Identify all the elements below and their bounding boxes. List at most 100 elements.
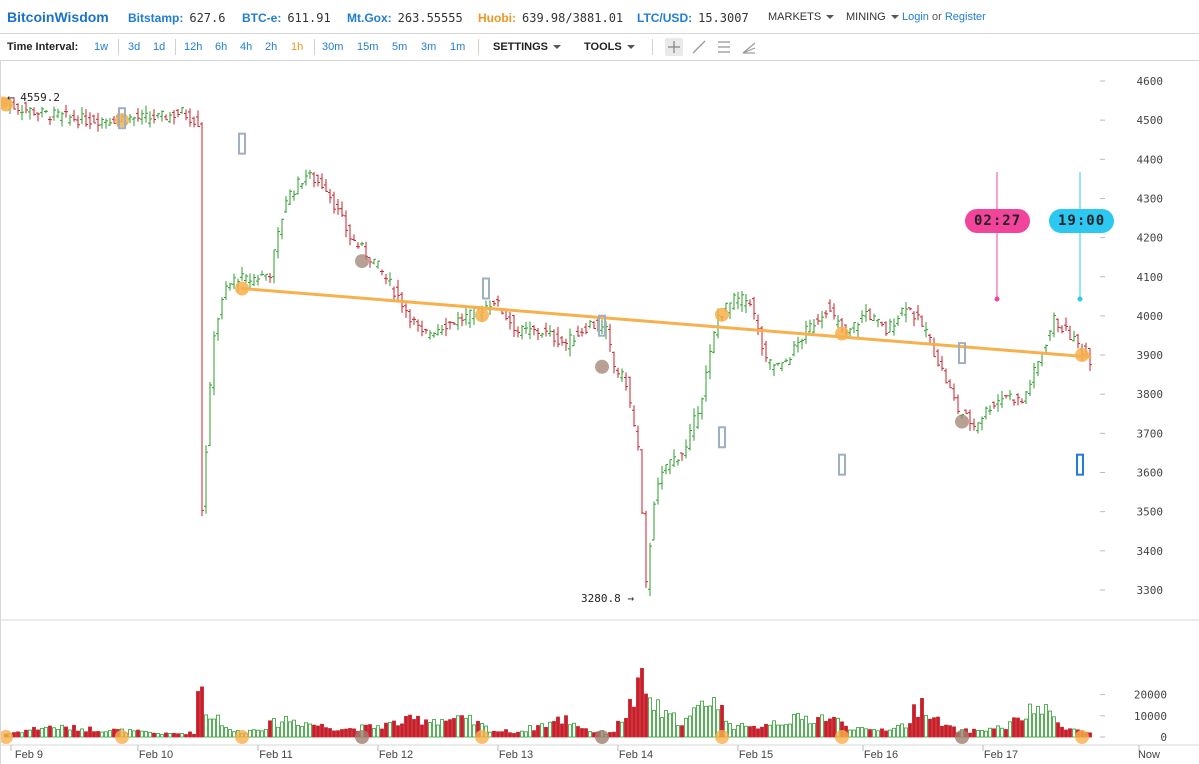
volume-marker — [235, 730, 249, 744]
volume-bar — [444, 720, 448, 738]
volume-bar — [664, 710, 668, 738]
ticker-bitstamp[interactable]: Bitstamp: 627.6 — [128, 11, 225, 25]
timer-badge-cyan: 19:00 — [1049, 209, 1115, 233]
volume-bar — [160, 734, 164, 738]
interval-bracket — [958, 342, 966, 365]
volume-bar — [72, 725, 76, 738]
interval-1h[interactable]: 1h — [291, 41, 304, 53]
markets-menu[interactable]: MARKETS — [768, 11, 835, 23]
interval-30m[interactable]: 30m — [322, 41, 344, 53]
high-marker — [1, 96, 9, 109]
volume-bar — [1052, 716, 1056, 738]
interval-1w[interactable]: 1w — [94, 41, 109, 53]
volume-axis-label: 20000 — [1134, 689, 1167, 702]
ticker-btce[interactable]: BTC-e: 611.91 — [242, 11, 331, 25]
volume-bar — [404, 716, 408, 738]
divider — [478, 39, 479, 55]
tools-menu[interactable]: TOOLS — [584, 41, 635, 53]
volume-bar — [496, 731, 500, 738]
volume-bar — [24, 729, 28, 738]
volume-bar — [196, 691, 200, 738]
volume-bar — [660, 717, 664, 738]
interval-3m[interactable]: 3m — [421, 41, 437, 53]
volume-bar — [808, 723, 812, 738]
volume-bar — [812, 723, 816, 738]
volume-bar — [624, 718, 628, 738]
volume-bar — [696, 704, 700, 738]
interval-1d[interactable]: 1d — [153, 41, 166, 53]
interval-1m[interactable]: 1m — [450, 41, 466, 53]
mining-menu-label: MINING — [846, 11, 886, 23]
volume-bar — [904, 727, 908, 738]
tools-label: TOOLS — [584, 41, 622, 53]
interval-5m[interactable]: 5m — [392, 41, 408, 53]
price-marker-orange — [715, 307, 729, 322]
volume-marker — [475, 730, 489, 744]
brand-logo[interactable]: BitcoinWisdom — [7, 9, 109, 25]
volume-bar — [796, 713, 800, 738]
mining-menu[interactable]: MINING — [846, 11, 899, 23]
ticker-value: 263.55555 — [397, 11, 463, 25]
volume-bar — [552, 721, 556, 738]
volume-bar — [632, 706, 636, 738]
login-link[interactable]: Login — [902, 11, 929, 23]
volume-bar — [784, 724, 788, 738]
crosshair-icon[interactable] — [665, 38, 683, 56]
volume-bar — [864, 728, 868, 738]
price-chart[interactable]: 4600 4500 4400 4300 4200 4100 4000 3900 3800 3700… — [0, 61, 1199, 764]
volume-bar — [20, 732, 24, 738]
interval-bracket — [482, 277, 490, 300]
volume-marker — [1, 730, 13, 744]
volume-bar — [416, 715, 420, 738]
interval-12h[interactable]: 12h — [184, 41, 203, 53]
volume-bar — [996, 725, 1000, 738]
ticker-mtgox[interactable]: Mt.Gox: 263.55555 — [347, 11, 463, 25]
fan-tool-icon[interactable] — [740, 38, 758, 56]
ticker-label: BTC-e: — [242, 11, 282, 25]
volume-bar — [460, 715, 464, 738]
volume-bar — [588, 731, 592, 738]
volume-bar — [628, 699, 632, 738]
volume-bar — [612, 731, 616, 738]
settings-label: SETTINGS — [493, 41, 549, 53]
register-link[interactable]: Register — [944, 11, 986, 23]
volume-bar — [228, 729, 232, 738]
volume-bar — [940, 725, 944, 738]
price-marker-brown — [355, 254, 369, 269]
volume-bar — [976, 730, 980, 738]
interval-2h[interactable]: 2h — [265, 41, 278, 53]
volume-bar — [984, 730, 988, 738]
volume-bar — [216, 714, 220, 738]
volume-bar — [580, 728, 584, 738]
volume-bar — [260, 730, 264, 738]
volume-bar — [16, 731, 20, 738]
line-tool-icon[interactable] — [690, 38, 708, 56]
price-marker-orange — [1075, 348, 1089, 363]
ticker-ltcusd[interactable]: LTC/USD: 15.3007 — [637, 11, 749, 25]
volume-bar — [584, 728, 588, 738]
volume-bar — [256, 729, 260, 738]
horizontal-lines-icon[interactable] — [715, 38, 733, 56]
x-axis-label: Now — [1138, 749, 1160, 761]
top-bar: BitcoinWisdom Bitstamp: 627.6 BTC-e: 611.9… — [0, 0, 1199, 34]
interval-4h[interactable]: 4h — [240, 41, 253, 53]
volume-bar — [636, 677, 640, 738]
volume-bar — [328, 728, 332, 738]
interval-15m[interactable]: 15m — [357, 41, 379, 53]
interval-3d[interactable]: 3d — [128, 41, 141, 53]
ticker-value: 627.6 — [189, 11, 226, 25]
ticker-huobi[interactable]: Huobi: 639.98/3881.01 — [478, 11, 623, 25]
volume-bar — [548, 721, 552, 738]
chart-canvas[interactable]: 4600 4500 4400 4300 4200 4100 4000 3900 3800 3700… — [1, 61, 1199, 764]
volume-bar — [1072, 728, 1076, 738]
volume-bar — [764, 723, 768, 738]
volume-bar — [672, 712, 676, 738]
volume-bar — [700, 700, 704, 738]
interval-6h[interactable]: 6h — [215, 41, 228, 53]
settings-menu[interactable]: SETTINGS — [493, 41, 562, 53]
volume-bar — [388, 721, 392, 738]
volume-bar — [48, 725, 52, 738]
volume-bar — [320, 723, 324, 738]
ticker-value: 639.98/3881.01 — [522, 11, 624, 25]
volume-bar — [756, 728, 760, 738]
